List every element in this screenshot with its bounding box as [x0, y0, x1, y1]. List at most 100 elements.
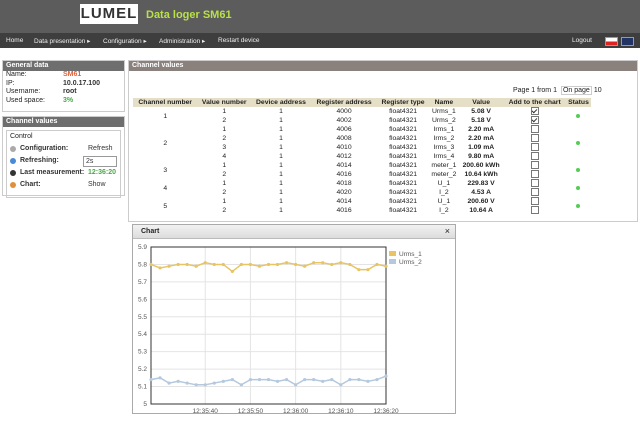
column-header: Value	[458, 98, 504, 107]
nav-item[interactable]: Restart device	[218, 37, 260, 44]
cell: 4	[222, 153, 227, 160]
chart-checkbox[interactable]	[530, 107, 539, 116]
cell: float4321	[389, 135, 418, 142]
flag-pl[interactable]	[605, 37, 618, 46]
chart-checkbox[interactable]	[530, 134, 539, 143]
cell: 200.60 kWh	[462, 162, 500, 169]
cell: 5.18 V	[471, 117, 491, 124]
data-point	[284, 261, 289, 265]
data-point	[176, 262, 180, 267]
data-point	[203, 261, 207, 265]
data-point	[185, 381, 189, 385]
control-value[interactable]: Show	[88, 181, 106, 188]
cell: 1	[222, 162, 227, 169]
cell: 4016	[336, 207, 352, 214]
cell	[503, 107, 566, 116]
channel-table: Channel number Value number Device address…	[133, 98, 591, 215]
nav-item[interactable]: Configuration ▸	[103, 38, 147, 45]
data-point	[321, 261, 325, 265]
column-header: Channel number	[133, 98, 198, 107]
info-row: Used space: 3%	[3, 97, 124, 106]
chart-checkbox[interactable]	[530, 125, 539, 134]
cell: U_1	[437, 180, 451, 187]
control-value[interactable]: 2s	[83, 156, 117, 167]
data-point	[203, 383, 207, 387]
chart-checkbox[interactable]	[530, 188, 539, 197]
flag-en[interactable]	[621, 37, 634, 46]
chart-checkbox[interactable]	[530, 179, 539, 188]
chart-checkbox[interactable]	[530, 143, 539, 152]
cell: 4014	[336, 162, 352, 169]
close-button[interactable]: ×	[444, 226, 450, 236]
cell: 4002	[336, 117, 352, 124]
x-tick-label: 12:36:20	[373, 408, 399, 413]
nav-bar: Home Data presentation ▸ Configuration ▸ Ad…	[0, 33, 640, 48]
chart-checkbox[interactable]	[530, 206, 539, 215]
nav-item[interactable]: Administration ▸	[159, 38, 206, 45]
cell: 4020	[336, 189, 352, 196]
data-point	[194, 264, 198, 268]
table-row: 2 1 4016 float4321 I_2 10.64 A	[133, 206, 591, 215]
data-point	[339, 261, 343, 265]
channel-number: 1	[163, 112, 168, 120]
chart-checkbox[interactable]	[530, 116, 539, 125]
table-row: 4 1 4012 float4321 Irms_4 9.80 mA	[133, 152, 591, 161]
table-row: 2 1 4016 float4321 meter_2 10.64 kWh	[133, 170, 591, 179]
cell: 2.20 mA	[468, 135, 495, 142]
column-header: Value number	[197, 98, 251, 107]
info-value: root	[63, 88, 77, 95]
cell: Urms_2	[432, 117, 456, 124]
group-label: Control	[10, 133, 33, 140]
data-point	[366, 268, 370, 272]
control-group: Control Configuration: Refresh Refreshing: 2…	[6, 130, 121, 198]
data-point	[176, 379, 180, 383]
cell	[503, 197, 566, 206]
cell: float4321	[389, 144, 418, 151]
chart-checkbox[interactable]	[530, 161, 539, 170]
cell: Irms_4	[433, 153, 455, 160]
pager: Page 1 from 1 On page 10	[513, 86, 602, 95]
info-label: Username:	[6, 88, 41, 95]
cell: Irms_1	[433, 126, 455, 133]
info-value: SM61	[63, 71, 82, 78]
nav-item[interactable]: Data presentation ▸	[34, 38, 91, 45]
cell: 4018	[336, 180, 352, 187]
data-point	[266, 377, 271, 382]
cell: float4321	[389, 108, 418, 115]
chart-window-bar: Chart ×	[133, 225, 455, 239]
chart-checkbox[interactable]	[530, 170, 539, 179]
cell: 1	[279, 153, 283, 160]
column-header: Register type	[377, 98, 429, 107]
data-point	[275, 262, 280, 267]
data-point	[366, 379, 370, 383]
cell: 200.60 V	[467, 198, 495, 205]
cell: 1	[279, 207, 283, 214]
control-row: Last measurement: 12:36:20	[10, 167, 117, 179]
data-point	[357, 377, 361, 382]
cell: meter_1	[431, 162, 457, 169]
icon	[10, 158, 16, 164]
data-point	[312, 261, 316, 265]
data-point	[284, 377, 289, 382]
cell: I_2	[439, 207, 449, 214]
data-point	[149, 262, 153, 267]
page-size[interactable]: 10	[593, 87, 602, 94]
cell: 1	[279, 171, 283, 178]
data-point	[384, 264, 388, 268]
panel-title: General data	[3, 61, 124, 71]
data-point	[167, 264, 171, 268]
control-value[interactable]: Refresh	[88, 145, 113, 152]
chart-checkbox[interactable]	[530, 197, 539, 206]
x-tick-label: 12:36:00	[283, 408, 309, 413]
nav-item[interactable]: Home	[6, 37, 24, 44]
x-tick-label: 12:36:10	[328, 408, 354, 413]
y-tick-label: 5.9	[138, 244, 147, 251]
table-row: 5 1 1 4014 float4321 U_1 200.60 V	[133, 197, 591, 210]
data-point	[185, 262, 189, 267]
chart-checkbox[interactable]	[530, 152, 539, 161]
cell: 1	[279, 117, 283, 124]
logout-link[interactable]: Logout	[572, 37, 592, 44]
y-tick-label: 5.2	[138, 366, 147, 373]
table-row: 3 1 1 4014 float4321 meter_1 200.60 kWh	[133, 161, 591, 174]
